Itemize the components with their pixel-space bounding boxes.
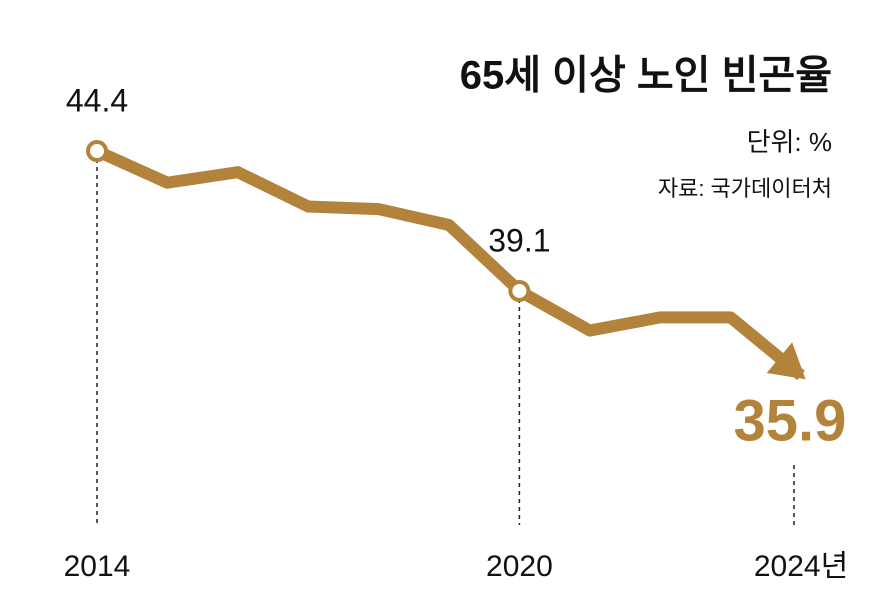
arrow-head [766,342,806,380]
source-label: 자료: 국가데이터처 [658,176,832,201]
x-tick-label: 2020 [486,550,553,583]
line-series [94,145,805,381]
value-label: 39.1 [488,222,550,258]
point-marker [508,279,531,302]
point-marker [86,140,108,163]
x-tick-label: 2024년 [754,550,848,583]
unit-label: 단위: % [747,127,832,157]
x-tick-label: 2014 [64,550,131,583]
value-label: 35.9 [734,388,847,453]
chart-title: 65세 이상 노인 빈곤율 [460,54,832,98]
value-label: 44.4 [66,82,128,118]
